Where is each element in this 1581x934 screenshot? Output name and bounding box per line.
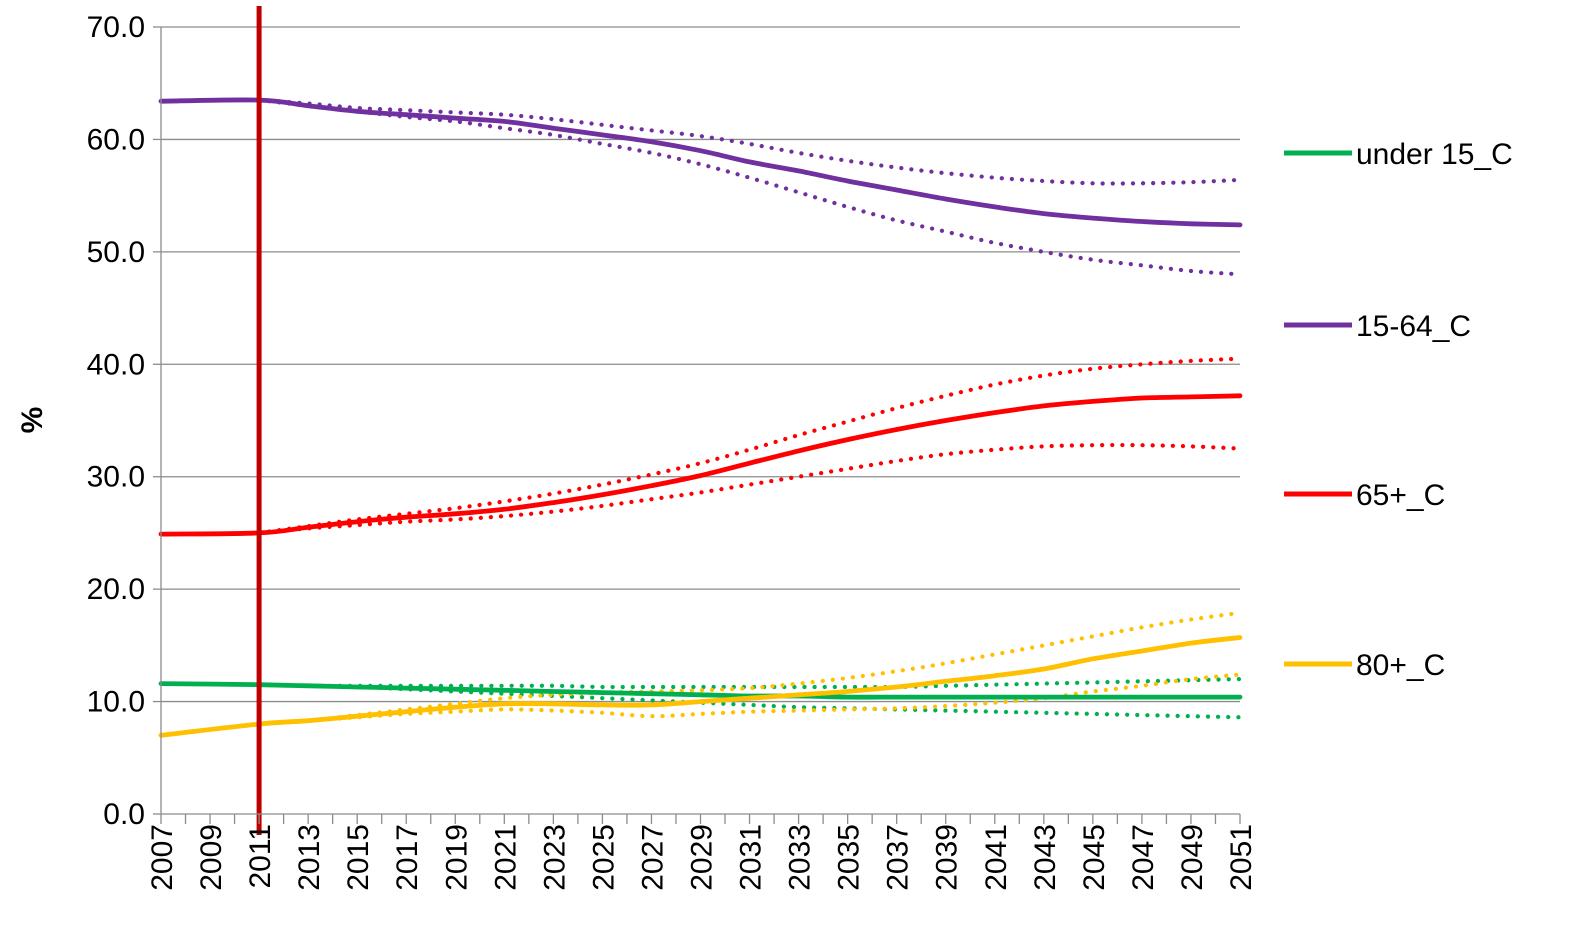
x-tick-label: 2019 — [440, 824, 473, 891]
y-tick-label: 30.0 — [87, 461, 145, 494]
y-tick-label: 40.0 — [87, 348, 145, 381]
series-80-c-upper-bound — [257, 610, 1243, 727]
x-tick-label: 2011 — [244, 824, 277, 889]
series-15-64-c-upper-bound — [257, 98, 1243, 186]
legend: under 15_C 15-64_C 65+_C 80+_C — [1284, 138, 1513, 682]
series-65-c-lower-bound — [257, 442, 1243, 535]
y-tick-label: 60.0 — [87, 123, 145, 156]
series-15-64-c-line — [158, 97, 1243, 228]
x-tick-label: 2031 — [735, 824, 768, 891]
x-tick-label: 2043 — [1029, 824, 1062, 891]
series-under-15-c-line — [158, 681, 1243, 700]
x-tick-label: 2047 — [1127, 824, 1160, 891]
x-tick-label: 2023 — [538, 824, 571, 891]
x-tick-label: 2015 — [342, 824, 375, 891]
x-tick-label: 2051 — [1225, 824, 1258, 891]
legend-label-15-64-c: 15-64_C — [1356, 310, 1471, 343]
series-under-15-c-upper-bound — [257, 677, 1243, 690]
x-tick-label: 2045 — [1078, 824, 1111, 891]
grid-layer — [161, 26, 1240, 703]
x-tick-label: 2035 — [833, 824, 866, 891]
y-tick-label: 50.0 — [87, 236, 145, 269]
y-tick-label: 0.0 — [103, 798, 145, 831]
x-tick-label: 2025 — [587, 824, 620, 891]
x-tick-labels: 2007 2009 2011 2013 2015 2017 2019 2021 2023 2025… — [146, 824, 1258, 891]
series-65-c-upper-bound — [257, 356, 1243, 535]
legend-label-80-c: 80+_C — [1356, 649, 1445, 682]
y-tick-label: 10.0 — [87, 686, 145, 719]
x-tick-label: 2027 — [636, 824, 669, 891]
y-tick-label: 20.0 — [87, 573, 145, 606]
legend-label-under-15-c: under 15_C — [1356, 138, 1513, 171]
x-tick-label: 2013 — [293, 824, 326, 891]
series-80-c-line — [158, 635, 1243, 738]
x-tick-label: 2021 — [489, 824, 522, 891]
series-80-c-lower-bound — [257, 672, 1243, 727]
series-15-64-c-lower-bound — [257, 98, 1243, 277]
axis-layer — [153, 26, 1241, 824]
legend-label-65-c: 65+_C — [1356, 479, 1445, 512]
x-tick-label: 2017 — [391, 824, 424, 891]
x-tick-label: 2039 — [931, 824, 964, 891]
series-layer — [158, 6, 1243, 835]
series-65-c-line — [158, 393, 1243, 537]
x-tick-label: 2033 — [784, 824, 817, 891]
x-tick-label: 2029 — [686, 824, 719, 891]
y-tick-labels: 0.0 10.0 20.0 30.0 40.0 50.0 60.0 70.0 — [87, 11, 145, 831]
x-tick-label: 2009 — [195, 824, 228, 891]
x-tick-label: 2037 — [882, 824, 915, 891]
x-tick-label: 2007 — [146, 824, 179, 891]
x-tick-label: 2041 — [980, 824, 1013, 891]
y-tick-label: 70.0 — [87, 11, 145, 44]
y-axis-title: % — [16, 407, 49, 434]
x-tick-label: 2049 — [1176, 824, 1209, 891]
